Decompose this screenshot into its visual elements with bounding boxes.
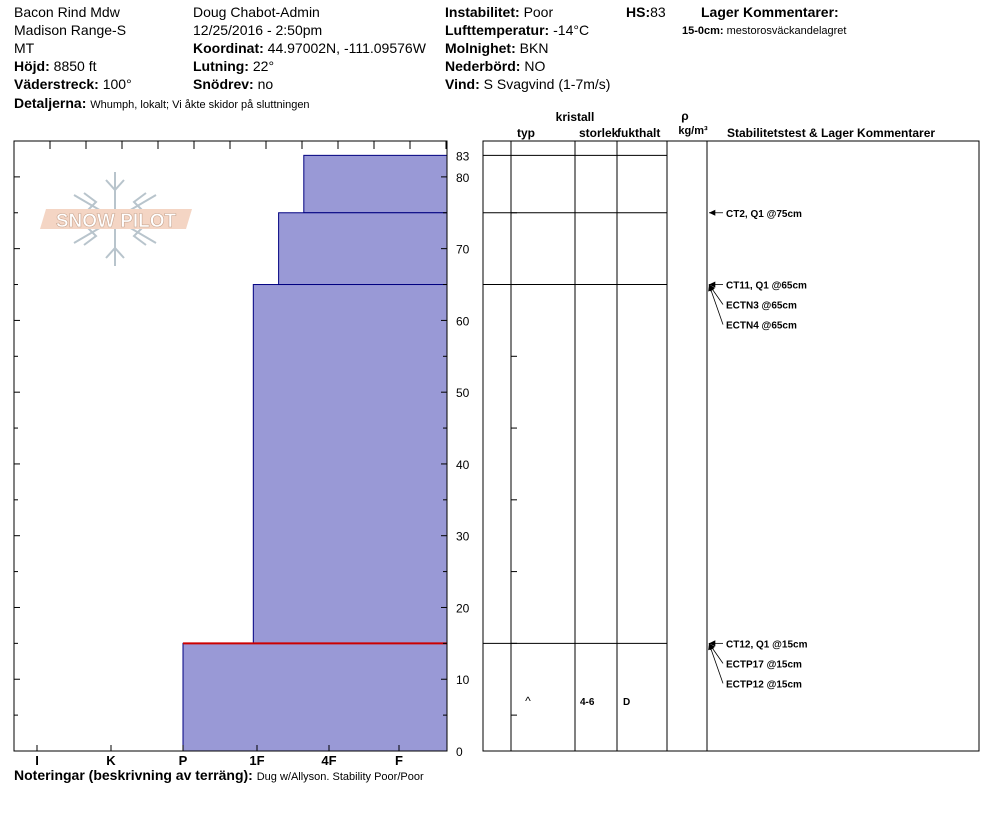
snow-height: HS:83	[626, 4, 666, 20]
snowpilot-logo: SNOW PILOT	[40, 172, 192, 266]
stability-test-label: CT11, Q1 @65cm	[726, 281, 807, 292]
header-rho: ρ	[681, 109, 688, 123]
location-name: Bacon Rind Mdw	[14, 4, 120, 20]
details: Detaljerna: Whumph, lokalt; Vi åkte skid…	[14, 95, 310, 111]
depth-tick-label: 0	[456, 745, 463, 759]
coordinates: Koordinat: 44.97002N, -111.09576W	[193, 40, 426, 56]
instability: Instabilitet: Poor	[445, 4, 554, 20]
snow-layer	[303, 154, 448, 214]
hardness-tick-label: I	[35, 753, 39, 768]
header-stability: Stabilitetstest & Lager Kommentarer	[727, 126, 935, 140]
stability-test-arrow	[708, 643, 724, 684]
hardness-tick-label: K	[106, 753, 116, 768]
crystal-size: 4-6	[580, 697, 595, 708]
sky-cover: Molnighet: BKN	[445, 40, 549, 56]
depth-tick-label: 80	[456, 171, 470, 185]
stability-test-arrowhead	[709, 281, 716, 288]
hs-tick-label: 83	[456, 149, 470, 163]
depth-tick-label: 50	[456, 386, 470, 400]
stability-test-label: ECTN3 @65cm	[726, 301, 797, 312]
snow-layer	[252, 284, 448, 644]
depth-tick-label: 10	[456, 673, 470, 687]
crystal-moisture: D	[623, 697, 630, 708]
header-size: storlek	[579, 126, 619, 140]
layer-comment: 15-0cm: mestorosväckandelagret	[682, 25, 847, 37]
stability-test-label: CT2, Q1 @75cm	[726, 209, 802, 220]
depth-tick-label: 20	[456, 601, 470, 615]
depth-tick-label: 70	[456, 243, 470, 257]
hardness-tick-label: 1F	[249, 753, 264, 768]
stability-test-arrowhead	[708, 643, 714, 651]
slope-angle: Lutning: 22°	[193, 58, 275, 74]
header-crystal: kristall	[556, 110, 595, 124]
stability-test-arrow	[708, 284, 724, 325]
date-time: 12/25/2016 - 2:50pm	[193, 22, 323, 38]
header-type: typ	[517, 126, 535, 140]
stability-test-arrowhead	[709, 209, 716, 216]
wind-loading: Snödrev: no	[193, 76, 274, 92]
stability-test-arrowhead	[709, 640, 716, 647]
depth-tick-label: 30	[456, 530, 470, 544]
header-moisture: fukthalt	[617, 126, 660, 140]
crystal-type-symbol: ^	[525, 694, 531, 708]
snow-layer	[182, 642, 448, 752]
depth-tick-label: 40	[456, 458, 470, 472]
stability-test-label: CT12, Q1 @15cm	[726, 639, 808, 650]
snow-layer	[278, 212, 448, 286]
terrain-notes: Noteringar (beskrivning av terräng): Dug…	[14, 767, 424, 783]
depth-tick-label: 60	[456, 314, 470, 328]
air-temperature: Lufttemperatur: -14°C	[445, 22, 590, 38]
precipitation: Nederbörd: NO	[445, 58, 546, 74]
hardness-tick-label: F	[395, 753, 403, 768]
hardness-tick-label: 4F	[321, 753, 336, 768]
elevation: Höjd: 8850 ft	[14, 58, 97, 74]
layer-table-frame	[482, 140, 980, 752]
stability-test-label: ECTP17 @15cm	[726, 659, 802, 670]
stability-test-label: ECTP12 @15cm	[726, 679, 802, 690]
stability-test-label: ECTN4 @65cm	[726, 321, 797, 332]
svg-text:SNOW PILOT: SNOW PILOT	[56, 211, 177, 232]
stability-test-arrowhead	[708, 284, 714, 292]
mountain-range: Madison Range-S	[14, 22, 127, 38]
header-density-unit: kg/m³	[678, 125, 708, 137]
wind: Vind: S Svagvind (1-7m/s)	[445, 76, 611, 92]
observer: Doug Chabot-Admin	[193, 4, 320, 20]
hardness-tick-label: P	[179, 753, 188, 768]
layer-comments-title: Lager Kommentarer:	[701, 4, 839, 20]
state: MT	[14, 40, 35, 56]
aspect: Väderstreck: 100°	[14, 76, 132, 92]
